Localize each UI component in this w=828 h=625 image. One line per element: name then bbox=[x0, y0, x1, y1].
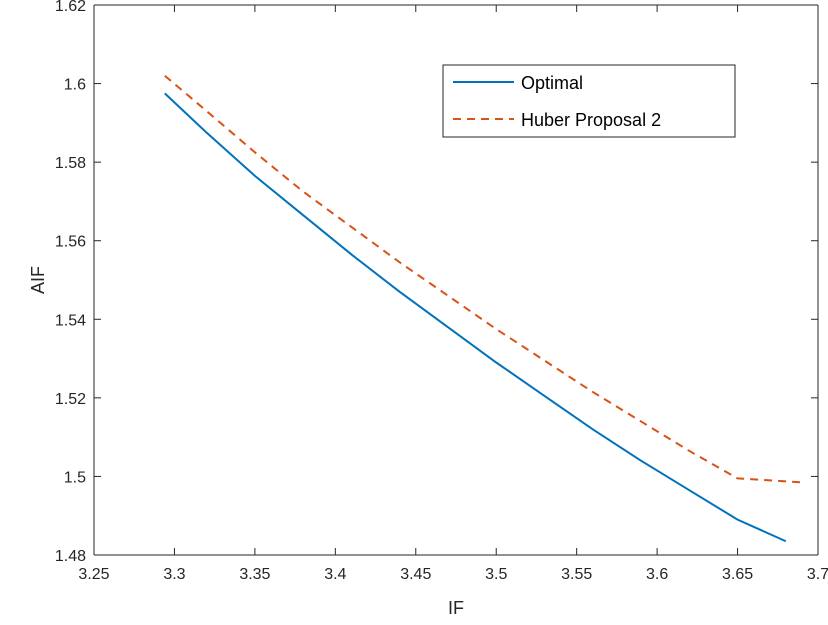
x-tick-label: 3.65 bbox=[722, 566, 753, 583]
legend-label-huber-proposal-2: Huber Proposal 2 bbox=[521, 110, 661, 130]
x-tick-label: 3.35 bbox=[239, 566, 270, 583]
legend-box bbox=[442, 64, 736, 138]
y-tick-label: 1.48 bbox=[55, 548, 86, 565]
y-tick-label: 1.52 bbox=[55, 391, 86, 408]
series-line-optimal bbox=[164, 92, 787, 543]
x-tick-label: 3.4 bbox=[324, 566, 346, 583]
series-layer bbox=[164, 74, 802, 543]
y-tick-label: 1.58 bbox=[55, 155, 86, 172]
ticks-layer: 3.25 3.3 3.35 3.4 3.45 3.5 3.55 3.6 3.65 3.7 1.48 1… bbox=[55, 0, 828, 583]
x-tick-label: 3.45 bbox=[400, 566, 431, 583]
x-tick-label: 3.5 bbox=[485, 566, 507, 583]
x-tick-label: 3.25 bbox=[78, 566, 109, 583]
x-tick-label: 3.6 bbox=[646, 566, 668, 583]
x-tick-label: 3.3 bbox=[163, 566, 185, 583]
series-line-huber-proposal-2 bbox=[164, 74, 802, 484]
y-axis-label: AIF bbox=[28, 266, 48, 294]
y-tick-label: 1.6 bbox=[64, 77, 86, 94]
x-tick-label: 3.7 bbox=[807, 566, 828, 583]
y-tick-label: 1.56 bbox=[55, 234, 86, 251]
legend: Optimal Huber Proposal 2 bbox=[442, 64, 736, 138]
y-tick-label: 1.54 bbox=[55, 312, 86, 329]
y-tick-label: 1.62 bbox=[55, 0, 86, 15]
x-axis-label: IF bbox=[448, 598, 464, 618]
y-tick-label: 1.5 bbox=[64, 469, 86, 486]
axes-box bbox=[93, 4, 819, 556]
legend-label-optimal: Optimal bbox=[521, 73, 583, 93]
x-tick-label: 3.55 bbox=[561, 566, 592, 583]
